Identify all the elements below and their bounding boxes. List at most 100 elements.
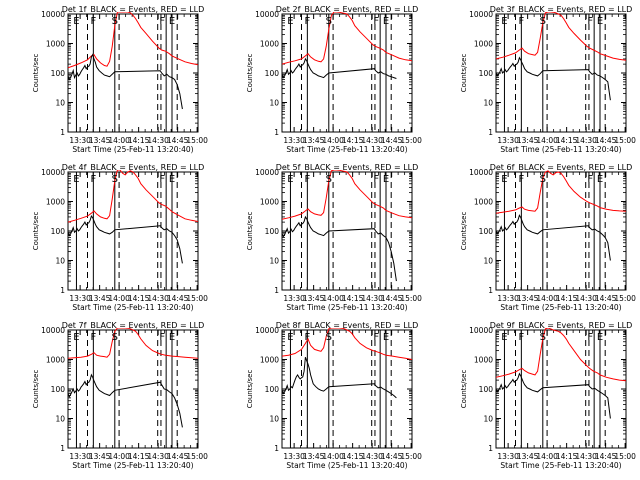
y-tick-label: 1 (60, 286, 65, 295)
lld-series-line (496, 328, 626, 382)
flag-letter: S (540, 332, 546, 343)
x-tick-label: 13:30 (497, 452, 519, 461)
flag-letter: S (540, 16, 546, 27)
y-tick-label: 100 (51, 227, 66, 236)
x-tick-label: 15:00 (614, 452, 636, 461)
series-group (68, 170, 198, 264)
x-tick-label: 15:00 (186, 136, 208, 145)
flag-letter: F (587, 16, 593, 27)
panel-2: Det 2f_BLACK = Events, RED = LLD 1 10 100 10… (246, 5, 422, 154)
y-tick-label: 10 (55, 99, 65, 108)
flag-letter: E (287, 16, 293, 27)
y-tick-label: 10000 (469, 10, 493, 19)
panel-title: Det 8f_BLACK = Events, RED = LLD (276, 321, 419, 330)
y-tick-label: 1000 (474, 356, 493, 365)
series-group (282, 328, 412, 399)
x-tick-label: 14:30 (147, 294, 169, 303)
y-tick-label: 1 (274, 286, 279, 295)
y-axis-label: Counts/sec (32, 54, 40, 93)
flag-letter: E (73, 332, 79, 343)
flag-letter: E (287, 174, 293, 185)
panel-6: Det 6f_BLACK = Events, RED = LLD 1 10 100 10… (460, 163, 636, 312)
series-group (496, 170, 626, 261)
y-tick-label: 100 (51, 385, 66, 394)
events-series-line (282, 357, 397, 399)
y-tick-label: 10000 (41, 168, 65, 177)
flag-letter: E (169, 174, 175, 185)
panel-title: Det 5f_BLACK = Events, RED = LLD (276, 163, 419, 172)
flag-letter: E (501, 16, 507, 27)
panel-title: Det 1f_BLACK = Events, RED = LLD (62, 5, 205, 14)
x-tick-label: 14:00 (108, 452, 130, 461)
flag-letter: S (112, 16, 118, 27)
x-tick-label: 14:00 (536, 452, 558, 461)
y-tick-label: 10 (55, 415, 65, 424)
y-tick-label: 1000 (474, 198, 493, 207)
flag-letter: F (159, 332, 165, 343)
x-axis-label: Start Time (25-Feb-11 13:20:40) (500, 461, 621, 470)
x-tick-label: 14:45 (595, 136, 617, 145)
x-tick-label: 14:15 (342, 136, 364, 145)
flag-letter: S (540, 174, 546, 185)
y-tick-label: 100 (265, 69, 280, 78)
y-tick-label: 1 (274, 128, 279, 137)
series-group (68, 12, 198, 110)
y-tick-label: 10000 (255, 10, 279, 19)
flag-letter: E (287, 332, 293, 343)
x-tick-label: 14:30 (575, 452, 597, 461)
panel-7: Det 7f_BLACK = Events, RED = LLD 1 10 100 10… (32, 321, 208, 470)
panel-3: Det 3f_BLACK = Events, RED = LLD 1 10 100 10… (460, 5, 636, 154)
x-tick-label: 14:45 (595, 294, 617, 303)
events-series-line (496, 372, 611, 419)
flag-letter: F (90, 332, 96, 343)
panel-title: Det 6f_BLACK = Events, RED = LLD (490, 163, 633, 172)
y-tick-label: 1000 (474, 40, 493, 49)
x-tick-label: 13:45 (303, 452, 325, 461)
y-tick-label: 10000 (255, 168, 279, 177)
flag-letter: S (326, 16, 332, 27)
flag-letter: E (501, 174, 507, 185)
x-tick-label: 13:45 (89, 294, 111, 303)
events-series-line (282, 57, 397, 79)
y-axis-label: Counts/sec (32, 370, 40, 409)
y-tick-label: 1 (274, 444, 279, 453)
flag-letter: E (383, 332, 389, 343)
flag-letter: E (597, 16, 603, 27)
x-tick-label: 14:45 (595, 452, 617, 461)
x-tick-label: 13:30 (283, 294, 305, 303)
y-tick-label: 100 (479, 227, 494, 236)
events-series-line (68, 373, 183, 428)
events-series-line (496, 56, 611, 101)
y-axis-label: Counts/sec (460, 212, 468, 251)
lld-series-line (68, 12, 198, 69)
flag-letter: F (304, 332, 310, 343)
x-tick-label: 14:15 (342, 294, 364, 303)
lld-series-line (282, 12, 412, 65)
x-tick-label: 15:00 (186, 294, 208, 303)
y-tick-label: 1000 (46, 356, 65, 365)
x-axis-label: Start Time (25-Feb-11 13:20:40) (72, 461, 193, 470)
y-tick-label: 10000 (41, 10, 65, 19)
events-series-line (68, 215, 183, 264)
flag-letter: E (383, 174, 389, 185)
y-tick-label: 1000 (260, 356, 279, 365)
x-tick-label: 14:15 (556, 136, 578, 145)
flag-letter: E (169, 332, 175, 343)
panel-9: Det 9f_BLACK = Events, RED = LLD 1 10 100 10… (460, 321, 636, 470)
x-tick-label: 13:30 (69, 136, 91, 145)
x-tick-label: 14:45 (381, 136, 403, 145)
flag-letter: F (373, 332, 379, 343)
flag-letter: E (597, 174, 603, 185)
series-group (68, 328, 198, 428)
x-tick-label: 14:30 (147, 136, 169, 145)
flag-letter: F (587, 174, 593, 185)
series-group (496, 328, 626, 419)
x-tick-label: 14:45 (381, 294, 403, 303)
flag-letter: F (373, 174, 379, 185)
panel-5: Det 5f_BLACK = Events, RED = LLD 1 10 100 10… (246, 163, 422, 312)
y-tick-label: 1 (60, 128, 65, 137)
flag-letter: F (304, 174, 310, 185)
y-tick-label: 10 (269, 99, 279, 108)
flag-letter: F (304, 16, 310, 27)
flag-letter: F (159, 16, 165, 27)
